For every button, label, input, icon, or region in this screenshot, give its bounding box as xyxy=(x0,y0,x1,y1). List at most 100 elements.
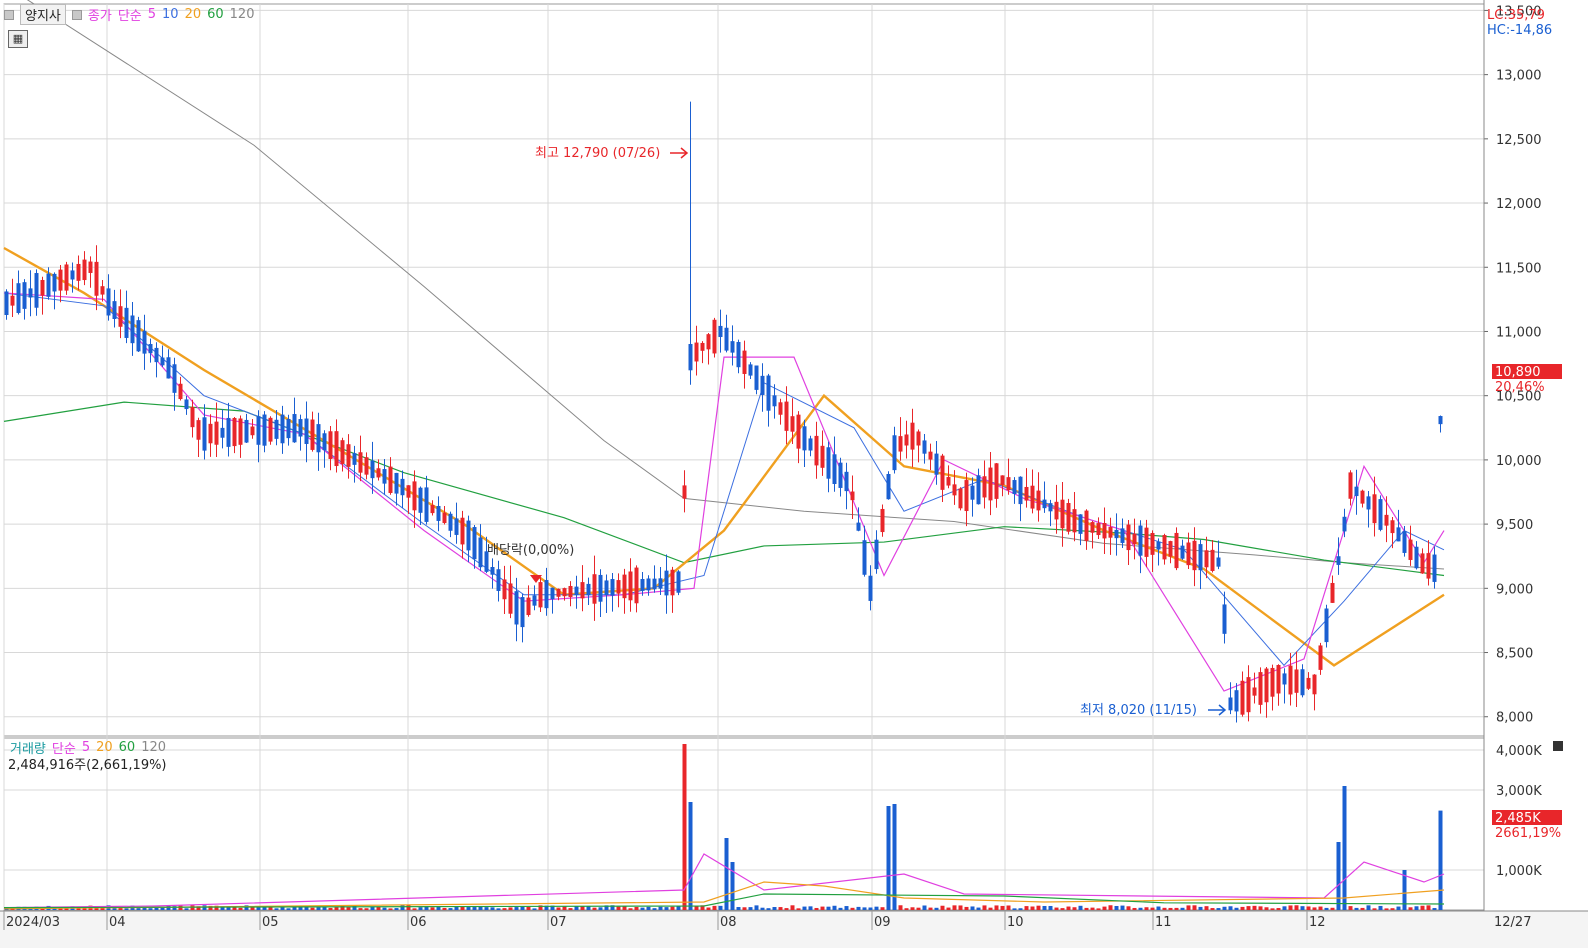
volume-bar xyxy=(898,905,903,910)
volume-bar xyxy=(616,906,621,910)
volume-bar xyxy=(976,907,981,910)
volume-bar xyxy=(892,804,897,910)
candle-body xyxy=(70,270,75,280)
candle-body xyxy=(1168,541,1173,557)
candle-body xyxy=(478,537,483,568)
x-tick-label: 08 xyxy=(720,915,737,930)
volume-bar xyxy=(280,905,285,910)
candle-body xyxy=(868,575,873,601)
candle-body xyxy=(988,467,993,501)
candle-body xyxy=(1420,553,1425,574)
candle-body xyxy=(340,440,345,464)
volume-bar xyxy=(1288,905,1293,910)
candle-body xyxy=(454,518,459,535)
candle-body xyxy=(130,315,135,344)
volume-bar xyxy=(766,908,771,910)
legend-toggle-icon[interactable] xyxy=(71,9,82,20)
candle-body xyxy=(94,261,99,296)
candle-body xyxy=(526,597,531,616)
candle-body xyxy=(556,588,561,597)
candle-body xyxy=(880,508,885,533)
candle-body xyxy=(106,288,111,316)
candle-body xyxy=(1426,553,1431,579)
volume-bar xyxy=(790,905,795,910)
volume-bar xyxy=(262,907,267,910)
grid-toggle-icon[interactable]: ▦ xyxy=(8,30,28,48)
candle-body xyxy=(760,375,765,395)
candle-body xyxy=(1114,529,1119,539)
volume-bar xyxy=(508,907,513,910)
volume-bar xyxy=(1384,908,1389,910)
volume-bar xyxy=(1414,906,1419,910)
candle-body xyxy=(442,512,447,523)
volume-bar xyxy=(718,905,723,910)
volume-bar xyxy=(1330,907,1335,910)
volume-bar xyxy=(760,907,765,910)
candle-body xyxy=(34,273,39,308)
candle-body xyxy=(1036,490,1041,511)
volume-bar xyxy=(268,906,273,910)
candle-body xyxy=(274,419,279,439)
candle-body xyxy=(736,341,741,368)
ma5-legend: 5 xyxy=(147,7,157,22)
candle-body xyxy=(316,424,321,453)
volume-bar xyxy=(946,907,951,910)
volume-bar xyxy=(700,905,705,910)
volume-bar xyxy=(400,905,405,910)
candle-body xyxy=(142,330,147,354)
volume-bar xyxy=(904,908,909,910)
volume-bar xyxy=(640,907,645,910)
candle-body xyxy=(364,457,369,475)
candle-body xyxy=(1312,674,1317,695)
volume-bar xyxy=(568,908,573,910)
y-tick-label: 8,500 xyxy=(1496,647,1533,662)
candle-body xyxy=(856,522,861,531)
candle-body xyxy=(892,435,897,471)
candle-body xyxy=(220,427,225,438)
volume-bar xyxy=(532,908,537,910)
volume-bar xyxy=(1216,908,1221,910)
volume-bar xyxy=(436,906,441,910)
volume-bar xyxy=(208,905,213,910)
dividend-annotation: 배당락(0,00%) xyxy=(487,543,574,558)
volume-bar xyxy=(1336,842,1341,910)
candle-body xyxy=(970,485,975,500)
candle-body xyxy=(886,474,891,500)
panel-close-icon[interactable] xyxy=(1553,741,1563,751)
candle-body xyxy=(376,468,381,478)
candle-body xyxy=(508,583,513,614)
candle-body xyxy=(844,471,849,492)
volume-bar xyxy=(838,907,843,910)
candle-body xyxy=(664,570,669,596)
volume-bar xyxy=(454,906,459,910)
volume-bar xyxy=(286,908,291,910)
volume-bar xyxy=(1234,907,1239,910)
current-change: 20,46% xyxy=(1495,380,1545,395)
volume-bar xyxy=(556,907,561,910)
stock-name-button[interactable]: 양지사 xyxy=(20,4,66,25)
volume-bar xyxy=(610,905,615,910)
volume-bar xyxy=(1246,906,1251,910)
candle-body xyxy=(154,347,159,363)
legend-toggle-icon[interactable] xyxy=(4,9,14,20)
volume-bar xyxy=(562,906,567,910)
candle-body xyxy=(1264,668,1269,703)
y-tick-label: 13,000 xyxy=(1496,69,1542,84)
volume-bar xyxy=(832,905,837,910)
candle-body xyxy=(772,395,777,407)
candle-body xyxy=(22,282,27,309)
volume-bar xyxy=(1024,906,1029,910)
volume-bar xyxy=(1348,906,1353,910)
candle-body xyxy=(136,320,141,352)
candle-body xyxy=(430,505,435,514)
volume-bar xyxy=(1120,905,1125,910)
volume-bar xyxy=(826,906,831,910)
volume-bar xyxy=(724,838,729,910)
candle-body xyxy=(406,485,411,498)
volume-bar xyxy=(1102,906,1107,910)
volume-bar xyxy=(880,907,885,910)
price-label: 종가 xyxy=(87,9,112,24)
volume-bar xyxy=(1036,905,1041,910)
volume-bar xyxy=(112,908,117,910)
volume-bar xyxy=(772,907,777,910)
